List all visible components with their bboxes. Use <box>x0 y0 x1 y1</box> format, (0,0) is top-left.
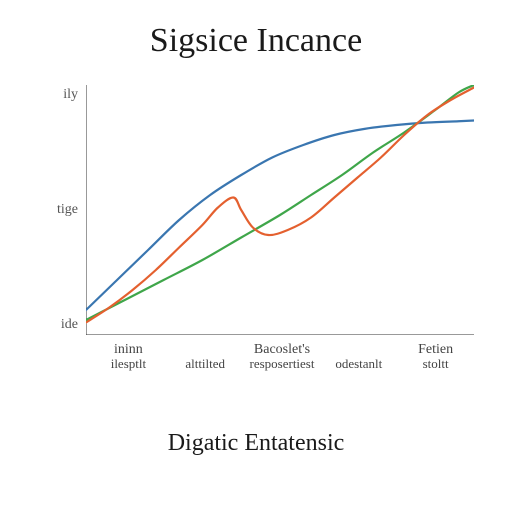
x-axis-label-group: Bacoslet'sresposertiest <box>244 342 321 382</box>
y-axis-label: ide <box>8 318 78 332</box>
chart-sub-title: Digatic Entatensic <box>0 430 512 457</box>
y-axis-label: tige <box>8 203 78 217</box>
x-axis-label-bottom: ilesptlt <box>111 357 146 371</box>
x-axis-label-group: Fetienstoltt <box>397 342 474 382</box>
x-axis-label-group: ininnilesptlt <box>90 342 167 382</box>
series-line-green <box>86 85 474 320</box>
x-axis-label-bottom: alttilted <box>185 357 225 371</box>
x-axis-label-top <box>203 342 207 357</box>
x-axis-labels: ininnilesptlt alttilted Bacoslet'srespose… <box>90 342 474 382</box>
chart-main-title: Sigsice Incance <box>0 22 512 60</box>
x-axis-label-bottom: odestanlt <box>335 357 382 371</box>
x-axis-label-bottom: stoltt <box>423 357 449 371</box>
line-chart-svg <box>86 85 474 335</box>
y-axis-label: ily <box>8 88 78 102</box>
x-axis-label-top: Bacoslet's <box>254 342 310 357</box>
x-axis-label-top: Fetien <box>418 342 453 357</box>
x-axis-label-top <box>357 342 361 357</box>
x-axis-label-group: odestanlt <box>320 342 397 382</box>
x-axis-label-group: alttilted <box>167 342 244 382</box>
x-axis-label-bottom: resposertiest <box>250 357 315 371</box>
x-axis-label-top: ininn <box>114 342 143 357</box>
y-axis-labels: ily tige ide <box>8 88 78 332</box>
chart-area <box>86 85 474 335</box>
